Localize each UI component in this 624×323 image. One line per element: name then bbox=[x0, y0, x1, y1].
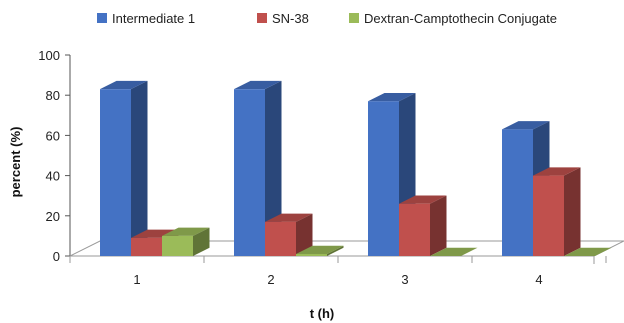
x-tick-label: 3 bbox=[401, 272, 408, 287]
legend-swatch-sn-38 bbox=[257, 13, 267, 23]
bar-side-face bbox=[327, 245, 344, 256]
bar-top-face bbox=[564, 247, 612, 256]
bar-intermediate-1-t1 bbox=[100, 80, 148, 256]
bar-dextran-camptothecin-conjugate-t2 bbox=[296, 245, 344, 256]
x-tick-label: 2 bbox=[267, 272, 274, 287]
y-axis-title: percent (%) bbox=[8, 127, 23, 198]
legend-label-sn-38: SN-38 bbox=[272, 11, 309, 26]
bars bbox=[100, 80, 612, 257]
bar-side-face bbox=[296, 213, 313, 256]
bar-intermediate-1-t2 bbox=[234, 80, 282, 256]
bar-top-face bbox=[234, 80, 282, 90]
bar-front-face bbox=[368, 101, 399, 256]
bar-top-face bbox=[131, 229, 179, 238]
legend: Intermediate 1 SN-38 Dextran-Camptotheci… bbox=[97, 11, 557, 26]
bar-sn-38-t3 bbox=[399, 195, 447, 256]
bar-front-face bbox=[296, 253, 327, 256]
bar-dextran-camptothecin-conjugate-t1 bbox=[162, 227, 210, 256]
bar-top-face bbox=[265, 213, 313, 222]
bar-sn-38-t4 bbox=[533, 167, 581, 256]
y-tick-label: 20 bbox=[46, 209, 60, 224]
bar-top-face bbox=[430, 247, 478, 256]
x-tick-label: 1 bbox=[133, 272, 140, 287]
x-axis-title: t (h) bbox=[310, 306, 335, 321]
bar-top-face bbox=[502, 121, 550, 130]
bar-intermediate-1-t3 bbox=[368, 92, 416, 256]
bar-side-face bbox=[430, 195, 447, 256]
y-tick-label: 100 bbox=[38, 48, 60, 63]
x-tick-label: 4 bbox=[535, 272, 542, 287]
y-tick-label: 0 bbox=[53, 249, 60, 264]
bar-front-face bbox=[502, 129, 533, 256]
bar-side-face bbox=[564, 167, 581, 256]
bar-front-face bbox=[265, 221, 296, 256]
bar-intermediate-1-t4 bbox=[502, 121, 550, 257]
bar-front-face bbox=[234, 89, 265, 256]
bar-side-face bbox=[131, 80, 148, 256]
bar-side-face bbox=[265, 80, 282, 256]
bar-front-face bbox=[399, 203, 430, 256]
bar-top-face bbox=[296, 245, 344, 254]
x-axis: 1 2 3 4 bbox=[69, 256, 607, 287]
bar-front-face bbox=[533, 175, 564, 256]
y-tick-label: 40 bbox=[46, 169, 60, 184]
bar-top-face bbox=[533, 167, 581, 176]
bar-front-face bbox=[131, 237, 162, 256]
bar-side-face bbox=[193, 227, 210, 256]
y-axis: 0 20 40 60 80 100 bbox=[38, 48, 71, 264]
bar-dextran-camptothecin-conjugate-t4 bbox=[564, 247, 612, 256]
bar-front-face bbox=[162, 235, 193, 256]
legend-swatch-intermediate-1 bbox=[97, 13, 107, 23]
legend-label-dextran-camptothecin-conjugate: Dextran-Camptothecin Conjugate bbox=[364, 11, 557, 26]
bar-top-face bbox=[399, 195, 447, 204]
legend-label-intermediate-1: Intermediate 1 bbox=[112, 11, 195, 26]
bar-top-face bbox=[368, 92, 416, 102]
bar-top-face bbox=[162, 227, 210, 236]
bar-front-face bbox=[100, 89, 131, 256]
bar-dextran-camptothecin-conjugate-t3 bbox=[430, 247, 478, 256]
legend-swatch-dextran-camptothecin-conjugate bbox=[349, 13, 359, 23]
y-tick-label: 80 bbox=[46, 88, 60, 103]
bar-top-face bbox=[100, 80, 148, 90]
y-tick-label: 60 bbox=[46, 128, 60, 143]
bar-sn-38-t2 bbox=[265, 213, 313, 256]
